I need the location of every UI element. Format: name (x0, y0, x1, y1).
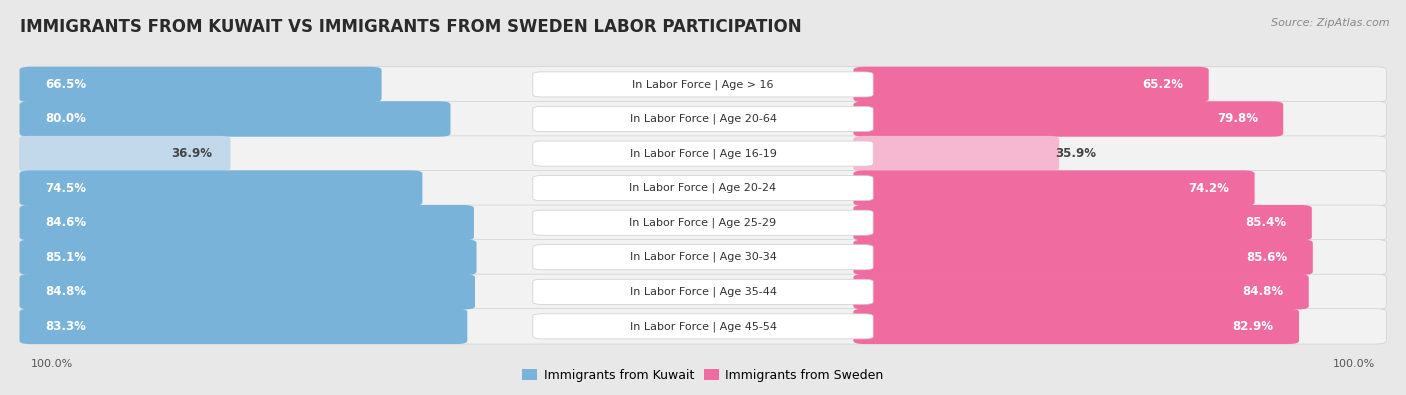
FancyBboxPatch shape (20, 171, 1386, 206)
FancyBboxPatch shape (20, 239, 1386, 275)
FancyBboxPatch shape (20, 67, 1386, 102)
Text: 79.8%: 79.8% (1218, 113, 1258, 126)
FancyBboxPatch shape (853, 274, 1309, 309)
FancyBboxPatch shape (20, 239, 477, 275)
Text: In Labor Force | Age > 16: In Labor Force | Age > 16 (633, 79, 773, 90)
Text: 83.3%: 83.3% (45, 320, 86, 333)
FancyBboxPatch shape (20, 171, 422, 206)
FancyBboxPatch shape (853, 205, 1312, 240)
FancyBboxPatch shape (533, 210, 873, 235)
FancyBboxPatch shape (853, 239, 1313, 275)
FancyBboxPatch shape (20, 102, 450, 137)
FancyBboxPatch shape (533, 72, 873, 97)
Text: IMMIGRANTS FROM KUWAIT VS IMMIGRANTS FROM SWEDEN LABOR PARTICIPATION: IMMIGRANTS FROM KUWAIT VS IMMIGRANTS FRO… (20, 18, 801, 36)
FancyBboxPatch shape (533, 279, 873, 304)
FancyBboxPatch shape (853, 67, 1209, 102)
Text: 100.0%: 100.0% (31, 359, 73, 369)
Text: 74.5%: 74.5% (45, 182, 86, 195)
Text: 85.1%: 85.1% (45, 251, 86, 264)
Text: In Labor Force | Age 20-64: In Labor Force | Age 20-64 (630, 114, 776, 124)
Text: 85.4%: 85.4% (1246, 216, 1286, 229)
Text: 35.9%: 35.9% (1054, 147, 1095, 160)
Text: 84.8%: 84.8% (45, 285, 86, 298)
FancyBboxPatch shape (20, 205, 1386, 240)
Text: In Labor Force | Age 35-44: In Labor Force | Age 35-44 (630, 286, 776, 297)
Text: 80.0%: 80.0% (45, 113, 86, 126)
FancyBboxPatch shape (533, 314, 873, 339)
Text: Source: ZipAtlas.com: Source: ZipAtlas.com (1271, 18, 1389, 28)
FancyBboxPatch shape (20, 309, 467, 344)
Text: In Labor Force | Age 25-29: In Labor Force | Age 25-29 (630, 217, 776, 228)
Text: In Labor Force | Age 16-19: In Labor Force | Age 16-19 (630, 148, 776, 159)
Text: 74.2%: 74.2% (1188, 182, 1229, 195)
FancyBboxPatch shape (20, 274, 475, 309)
Text: 36.9%: 36.9% (172, 147, 212, 160)
FancyBboxPatch shape (20, 205, 474, 240)
Text: In Labor Force | Age 30-34: In Labor Force | Age 30-34 (630, 252, 776, 263)
Legend: Immigrants from Kuwait, Immigrants from Sweden: Immigrants from Kuwait, Immigrants from … (517, 364, 889, 387)
Text: In Labor Force | Age 45-54: In Labor Force | Age 45-54 (630, 321, 776, 332)
Text: 85.6%: 85.6% (1246, 251, 1288, 264)
FancyBboxPatch shape (20, 136, 1386, 171)
FancyBboxPatch shape (20, 67, 381, 102)
FancyBboxPatch shape (533, 176, 873, 201)
FancyBboxPatch shape (533, 141, 873, 166)
FancyBboxPatch shape (853, 102, 1284, 137)
FancyBboxPatch shape (533, 245, 873, 270)
FancyBboxPatch shape (20, 136, 231, 171)
Text: In Labor Force | Age 20-24: In Labor Force | Age 20-24 (630, 183, 776, 194)
FancyBboxPatch shape (20, 309, 1386, 344)
FancyBboxPatch shape (853, 136, 1059, 171)
FancyBboxPatch shape (533, 107, 873, 132)
Text: 84.8%: 84.8% (1243, 285, 1284, 298)
FancyBboxPatch shape (20, 102, 1386, 137)
FancyBboxPatch shape (853, 309, 1299, 344)
Text: 100.0%: 100.0% (1333, 359, 1375, 369)
Text: 84.6%: 84.6% (45, 216, 86, 229)
Text: 65.2%: 65.2% (1143, 78, 1184, 91)
Text: 82.9%: 82.9% (1233, 320, 1274, 333)
FancyBboxPatch shape (20, 274, 1386, 309)
Text: 66.5%: 66.5% (45, 78, 86, 91)
FancyBboxPatch shape (853, 171, 1254, 206)
